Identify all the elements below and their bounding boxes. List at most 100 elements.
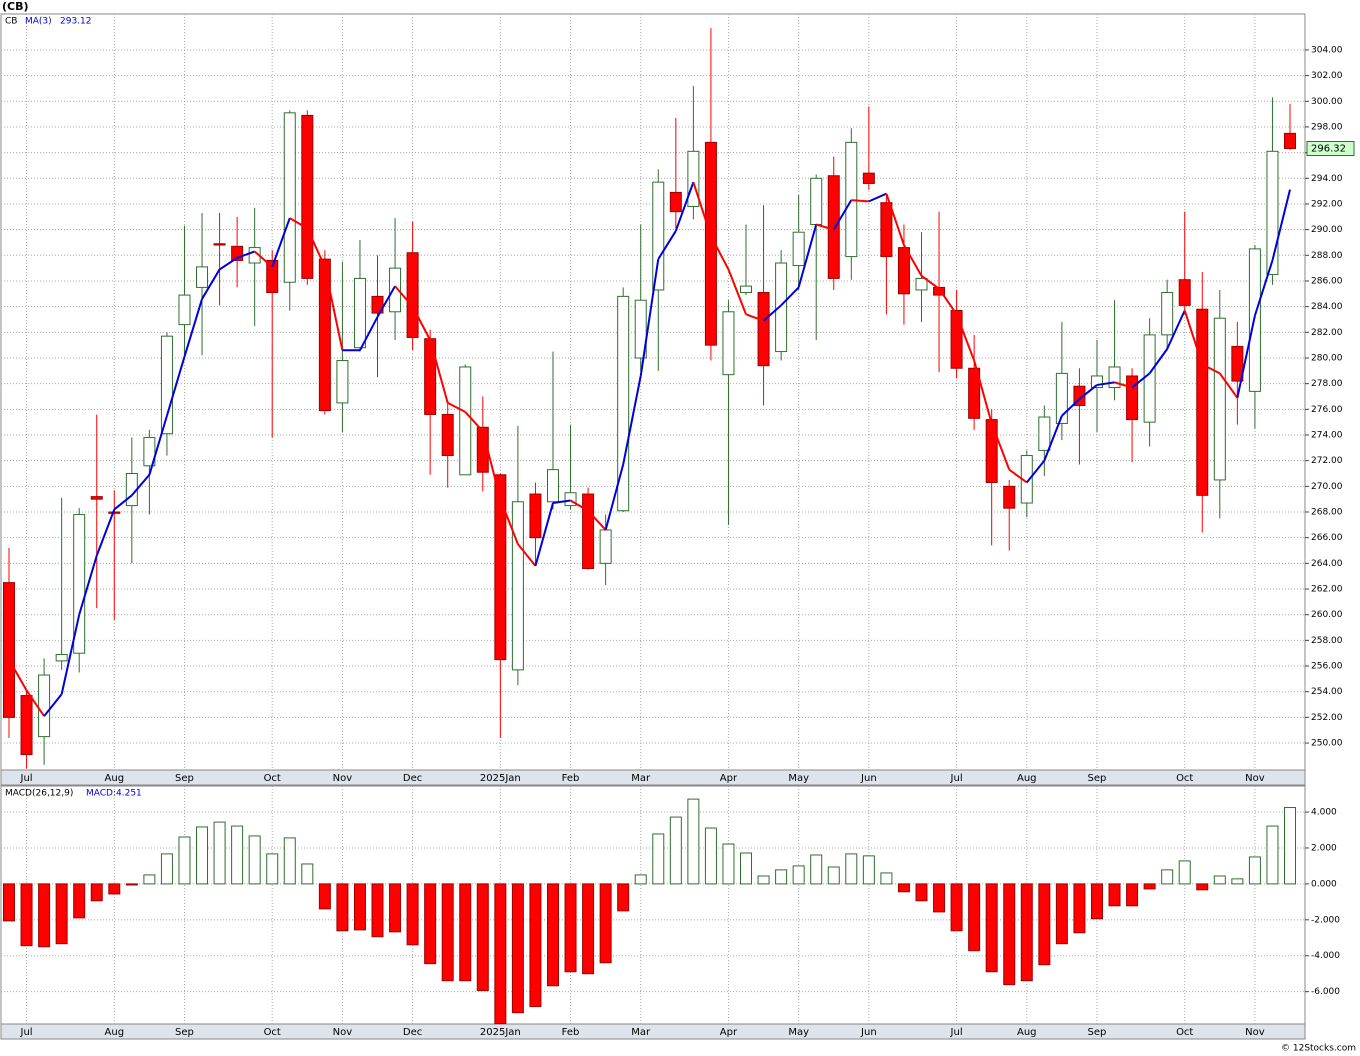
- ma-segment: [1096, 381, 1115, 386]
- macd-bar: [353, 883, 366, 931]
- y-tick-label: 302.00: [1311, 71, 1343, 81]
- candle-body: [1178, 279, 1191, 306]
- y-tick-label: 260.00: [1311, 610, 1343, 620]
- x-tick-label: Nov: [1245, 1027, 1265, 1038]
- y-tick-label: 272.00: [1311, 456, 1343, 466]
- macd-bar: [1020, 883, 1033, 982]
- macd-bar: [231, 825, 244, 885]
- candle-body: [283, 112, 296, 283]
- ma-segment: [517, 543, 537, 567]
- x-tick-label: Jul: [20, 773, 33, 784]
- ma-segment: [1061, 398, 1081, 417]
- candle-body: [178, 294, 191, 326]
- ma-segment: [1271, 189, 1291, 261]
- macd-bar: [178, 836, 191, 885]
- x-tick-label: May: [788, 1027, 809, 1038]
- macd-bar: [38, 883, 51, 948]
- candle-body: [880, 202, 893, 258]
- macd-bar: [283, 837, 296, 885]
- candle-body: [775, 262, 788, 353]
- macd-bar: [1108, 883, 1121, 907]
- macd-bar: [125, 883, 138, 886]
- candle-body: [406, 252, 419, 338]
- macd-bar: [301, 863, 314, 885]
- candle-body: [1266, 150, 1279, 276]
- ma-segment: [885, 193, 905, 246]
- candle-body: [933, 286, 946, 296]
- candle-body: [55, 653, 68, 662]
- x-tick-label: Jun: [860, 1027, 877, 1038]
- candle-body: [73, 514, 86, 654]
- macd-bar: [1055, 883, 1068, 945]
- x-tick-label: Aug: [105, 1027, 125, 1038]
- ma-segment: [271, 217, 291, 268]
- candle-body: [740, 285, 753, 294]
- y-tick-label: 268.00: [1311, 508, 1343, 518]
- ma-segment: [1026, 460, 1046, 484]
- y-tick-label: 0.000: [1311, 879, 1337, 889]
- x-tick-label: Nov: [333, 773, 353, 784]
- chart-title: (CB): [2, 0, 29, 13]
- ma-segment: [1253, 260, 1274, 316]
- ma-segment: [780, 286, 800, 307]
- macd-bar: [757, 875, 770, 885]
- macd-bar: [933, 883, 946, 913]
- y-tick-label: 266.00: [1311, 533, 1343, 543]
- candle-body: [845, 141, 858, 258]
- y-tick-label: 300.00: [1311, 97, 1343, 107]
- candle-body: [529, 493, 542, 539]
- candle-body: [1055, 372, 1068, 424]
- macd-bar: [1231, 878, 1244, 885]
- candle-body: [38, 674, 51, 738]
- y-tick-label: 250.00: [1311, 739, 1343, 749]
- macd-bar: [880, 872, 893, 885]
- candle-body: [301, 114, 314, 279]
- ma-segment: [131, 474, 151, 496]
- candle-body: [318, 258, 331, 412]
- x-tick-label: Mar: [631, 773, 651, 784]
- candle-body: [90, 496, 103, 500]
- candle-body: [1284, 132, 1296, 150]
- macd-bar: [722, 843, 735, 885]
- legend-ma-name: MA(3): [25, 17, 52, 27]
- ma-segment: [359, 316, 379, 351]
- x-tick-label: Aug: [1017, 773, 1037, 784]
- ma-segment: [1148, 348, 1168, 374]
- candle-body: [827, 175, 840, 279]
- candle-body: [915, 277, 928, 291]
- macd-bar: [20, 883, 33, 947]
- x-tick-label: Oct: [264, 773, 281, 784]
- ma-segment: [25, 689, 45, 717]
- macd-bar: [1143, 883, 1156, 890]
- x-tick-label: Jul: [950, 1027, 963, 1038]
- candle-body: [459, 366, 472, 476]
- x-tick-label: Sep: [175, 1027, 194, 1038]
- y-tick-label: -6.000: [1311, 987, 1340, 997]
- y-tick-label: 4.000: [1311, 808, 1337, 818]
- ma-segment: [1183, 310, 1204, 365]
- x-tick-label: Nov: [1245, 773, 1265, 784]
- macd-bar: [810, 854, 823, 885]
- candle-body: [950, 309, 963, 369]
- ma-segment: [1166, 310, 1186, 350]
- ma-segment: [219, 257, 238, 271]
- y-tick-label: 278.00: [1311, 379, 1343, 389]
- macd-bar: [599, 883, 612, 964]
- candle-body: [1143, 334, 1156, 423]
- macd-bar: [985, 883, 998, 973]
- ma-segment: [815, 223, 835, 231]
- y-tick-label: 292.00: [1311, 199, 1343, 209]
- y-tick-label: 264.00: [1311, 559, 1343, 569]
- candle-body: [143, 437, 156, 467]
- ma-segment: [639, 259, 660, 377]
- y-tick-label: 290.00: [1311, 225, 1343, 235]
- macd-bar: [546, 883, 559, 987]
- legend-ma-value: 293.12: [60, 17, 92, 27]
- candle-body: [634, 299, 647, 359]
- x-tick-label: Sep: [1088, 773, 1107, 784]
- y-tick-label: 254.00: [1311, 687, 1343, 697]
- candle-body: [897, 247, 910, 295]
- ma-segment: [534, 502, 554, 567]
- candle-body: [389, 267, 402, 313]
- candle-body: [424, 338, 437, 415]
